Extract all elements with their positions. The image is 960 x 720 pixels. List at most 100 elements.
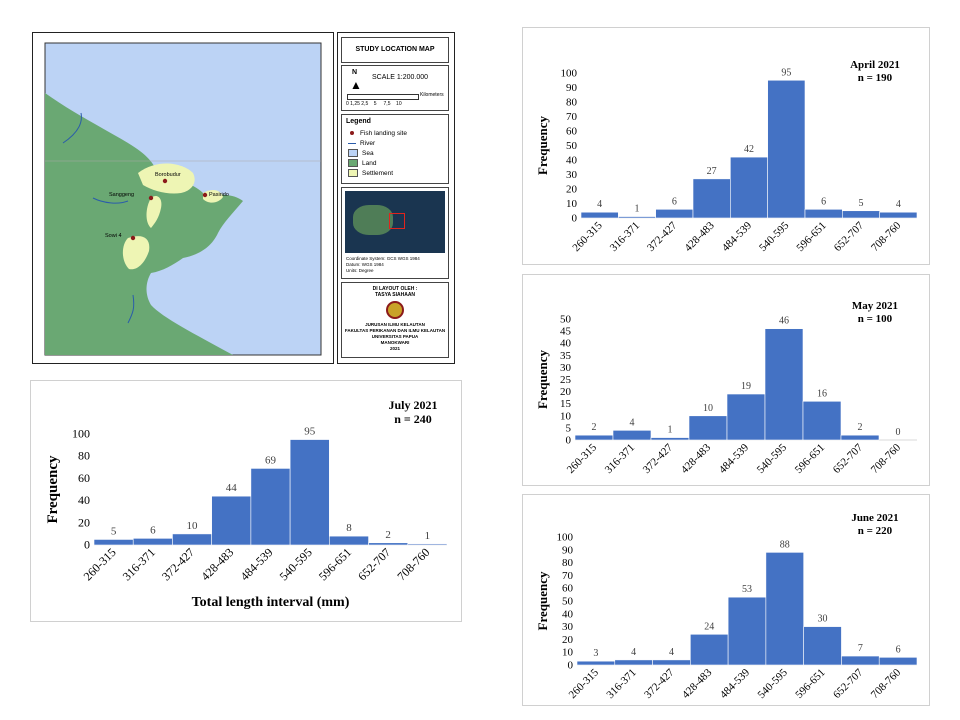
chart-subtitle: n = 220 — [858, 525, 893, 537]
x-axis-label: Total length interval (mm) — [192, 595, 350, 610]
x-tick-label: 428-483 — [679, 441, 714, 476]
y-tick-label: 30 — [562, 621, 574, 633]
inset-land — [353, 205, 393, 235]
x-tick-label: 708-760 — [869, 441, 904, 476]
y-tick-label: 0 — [568, 660, 574, 672]
y-tick-label: 80 — [562, 557, 574, 569]
chart-title: April 2021 — [850, 59, 900, 71]
y-tick-label: 15 — [560, 398, 572, 410]
landing-site-marker — [162, 178, 168, 184]
x-tick-label: 316-371 — [120, 545, 158, 583]
legend-item: Settlement — [342, 168, 448, 178]
x-tick-label: 484-539 — [720, 219, 755, 254]
bar — [767, 79, 806, 219]
x-tick-label: 316-371 — [604, 667, 638, 701]
x-tick-label: 708-760 — [869, 219, 904, 254]
y-tick-label: 30 — [560, 362, 572, 374]
map-title: STUDY LOCATION MAP — [355, 46, 435, 53]
data-label: 3 — [593, 648, 598, 659]
data-label: 44 — [226, 482, 238, 494]
y-tick-label: 50 — [560, 314, 572, 326]
chart-april: 0 10 20 30 40 50 60 70 80 90 100 4 260-315 1 316-371 6 3… — [522, 27, 930, 265]
bar — [727, 596, 767, 666]
bar — [688, 415, 728, 441]
data-label: 4 — [630, 417, 635, 428]
bar — [407, 543, 448, 546]
bar — [618, 216, 656, 219]
y-tick-label: 20 — [566, 184, 578, 196]
data-label: 1 — [425, 530, 431, 542]
data-label: 5 — [859, 198, 864, 209]
place-label: Pasirido — [209, 192, 229, 198]
x-tick-label: 596-651 — [793, 442, 827, 476]
legend-item: Fish landing site — [342, 128, 448, 138]
map-scale: SCALE 1:200.000 — [372, 74, 429, 81]
inset-caption: Coordinate System: GCS WGS 1984 Datum: W… — [342, 256, 448, 274]
bar — [765, 552, 804, 666]
bar — [802, 400, 842, 441]
bar — [93, 539, 134, 546]
x-tick-label: 484-539 — [237, 545, 275, 583]
y-tick-label: 20 — [78, 515, 90, 529]
y-tick-label: 0 — [572, 213, 578, 225]
data-label: 4 — [669, 647, 674, 658]
x-tick-label: 484-539 — [717, 441, 752, 476]
bar — [368, 542, 409, 546]
y-tick-label: 20 — [560, 386, 572, 398]
data-label: 6 — [896, 644, 901, 655]
x-tick-label: 540-595 — [755, 666, 790, 701]
data-label: 2 — [858, 422, 863, 433]
institution-line: 2021 — [389, 346, 400, 351]
data-label: 2 — [592, 422, 597, 433]
x-tick-label: 260-315 — [570, 219, 605, 254]
landing-site-marker — [130, 235, 136, 241]
inset-map — [345, 191, 445, 253]
y-tick-label: 0 — [566, 435, 572, 447]
x-tick-label: 540-595 — [757, 219, 792, 254]
bar — [289, 439, 330, 546]
x-tick-label: 316-371 — [608, 220, 642, 254]
x-tick-label: 372-427 — [642, 666, 677, 701]
bar — [655, 209, 694, 219]
map-scale-box: N ▲ SCALE 1:200.000 Kilometers 0 1,25 2,… — [341, 65, 449, 111]
y-tick-label: 40 — [78, 493, 90, 507]
bar — [690, 633, 729, 666]
y-tick-label: 90 — [566, 82, 578, 94]
data-label: 95 — [781, 67, 791, 78]
x-tick-label: 652-707 — [831, 666, 866, 701]
river-line-2 — [92, 197, 129, 204]
site-dot-icon — [350, 131, 354, 135]
y-axis-label: Frequency — [535, 571, 550, 630]
y-tick-label: 35 — [560, 350, 572, 362]
legend-label: Land — [362, 159, 377, 167]
north-arrow-icon: ▲ — [350, 78, 362, 92]
bar — [576, 660, 616, 666]
data-label: 69 — [265, 454, 277, 466]
river-line-icon — [348, 142, 356, 144]
scale-unit: Kilometers — [420, 92, 444, 98]
y-axis-label: Frequency — [45, 455, 61, 524]
bar — [842, 210, 880, 219]
inset-caption-line: Datum: WGS 1984 — [346, 262, 384, 267]
data-label: 7 — [858, 643, 863, 654]
data-label: 27 — [707, 166, 717, 177]
y-tick-label: 45 — [560, 326, 572, 338]
data-label: 6 — [150, 524, 156, 536]
data-label: 4 — [597, 199, 602, 210]
data-label: 24 — [704, 621, 714, 632]
y-tick-label: 25 — [560, 374, 572, 386]
bar — [612, 430, 652, 441]
landing-site-marker — [148, 195, 154, 201]
data-label: 4 — [896, 199, 901, 210]
bar — [250, 468, 291, 546]
north-label: N — [352, 69, 358, 76]
credit-box: DI LAYOUT OLEH : TASYA SIAHAAN JURUSAN I… — [341, 282, 449, 358]
y-tick-label: 60 — [566, 126, 578, 138]
river-line — [62, 112, 82, 144]
place-label: Borobudur — [155, 172, 181, 178]
y-tick-label: 10 — [560, 410, 572, 422]
x-tick-label: 428-483 — [682, 219, 717, 254]
y-tick-label: 80 — [566, 97, 578, 109]
data-label: 88 — [780, 539, 790, 550]
x-tick-label: 260-315 — [565, 441, 600, 476]
